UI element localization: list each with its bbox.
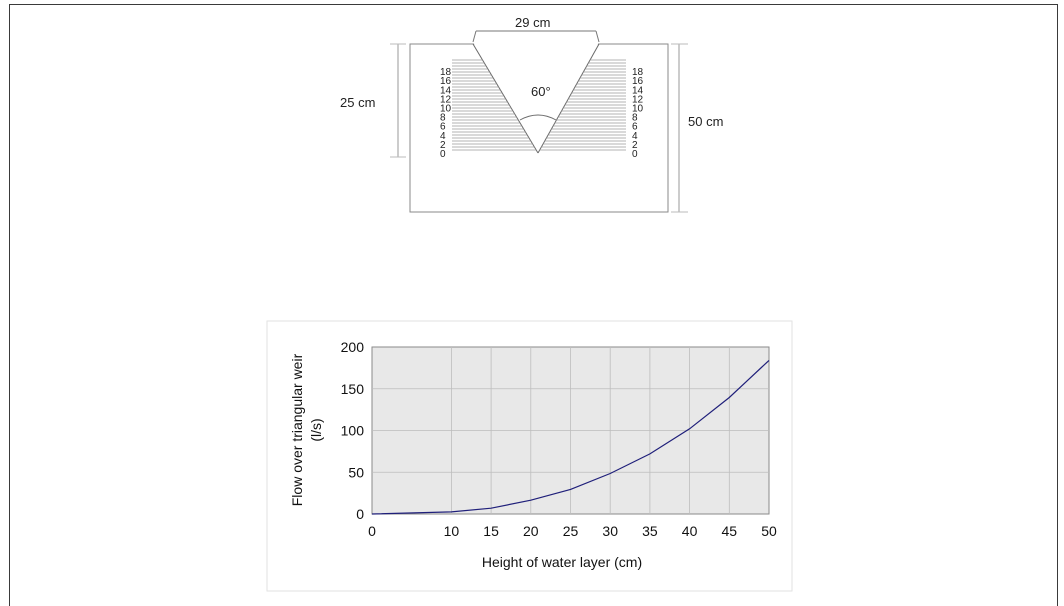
y-tick-label: 200 — [341, 339, 365, 355]
scale-mark-right: 4 — [632, 131, 638, 142]
x-tick-label: 35 — [642, 523, 658, 539]
scale-mark-left: 18 — [440, 67, 452, 78]
scale-mark-left: 6 — [440, 122, 446, 133]
scale-mark-left: 8 — [440, 113, 446, 124]
y-axis-label-line2: (l/s) — [308, 418, 324, 441]
series-line — [371, 359, 770, 515]
scale-mark-right: 16 — [632, 76, 644, 87]
scale-mark-right: 2 — [632, 140, 638, 151]
y-tick-label: 100 — [341, 423, 365, 439]
x-tick-label: 40 — [682, 523, 698, 539]
y-tick-label: 50 — [348, 464, 364, 480]
y-tick-label: 150 — [341, 381, 365, 397]
scale-mark-left: 2 — [440, 140, 446, 151]
grid-lines — [372, 347, 769, 514]
scale-mark-right: 14 — [632, 85, 644, 96]
x-tick-label: 15 — [483, 523, 499, 539]
scale-mark-left: 0 — [440, 149, 446, 160]
x-tick-label: 25 — [563, 523, 579, 539]
x-tick-label: 30 — [602, 523, 618, 539]
notch-hatching — [452, 59, 626, 151]
scale-mark-right: 10 — [632, 104, 644, 115]
scale-mark-right: 12 — [632, 94, 644, 105]
angle-label: 60° — [531, 84, 551, 99]
depth-label: 25 cm — [340, 95, 375, 110]
x-tick-label: 10 — [444, 523, 460, 539]
scale-mark-right: 6 — [632, 122, 638, 133]
scale-mark-left: 4 — [440, 131, 446, 142]
x-tick-label: 20 — [523, 523, 539, 539]
x-tick-label: 45 — [722, 523, 738, 539]
scale-mark-left: 10 — [440, 104, 452, 115]
scale-mark-left: 14 — [440, 85, 452, 96]
x-axis-label: Height of water layer (cm) — [482, 554, 642, 570]
scale-mark-left: 12 — [440, 94, 452, 105]
x-tick-label: 0 — [368, 523, 376, 539]
scale-mark-right: 0 — [632, 149, 638, 160]
angle-arc — [519, 114, 557, 121]
height-label: 50 cm — [688, 114, 723, 129]
y-tick-labels: 0 50 100 150 200 — [341, 339, 365, 522]
y-axis-label-line1: Flow over triangular weir — [289, 353, 305, 506]
scale-mark-right: 8 — [632, 113, 638, 124]
x-tick-labels: 0 10 15 20 25 30 35 40 45 50 — [368, 523, 777, 539]
x-tick-label: 50 — [761, 523, 777, 539]
scale-mark-right: 18 — [632, 67, 644, 78]
weir-notch — [473, 42, 599, 153]
y-tick-label: 0 — [356, 506, 364, 522]
top-width-label: 29 cm — [515, 15, 550, 30]
figure-frame — [9, 4, 1058, 606]
scale-mark-left: 16 — [440, 76, 452, 87]
